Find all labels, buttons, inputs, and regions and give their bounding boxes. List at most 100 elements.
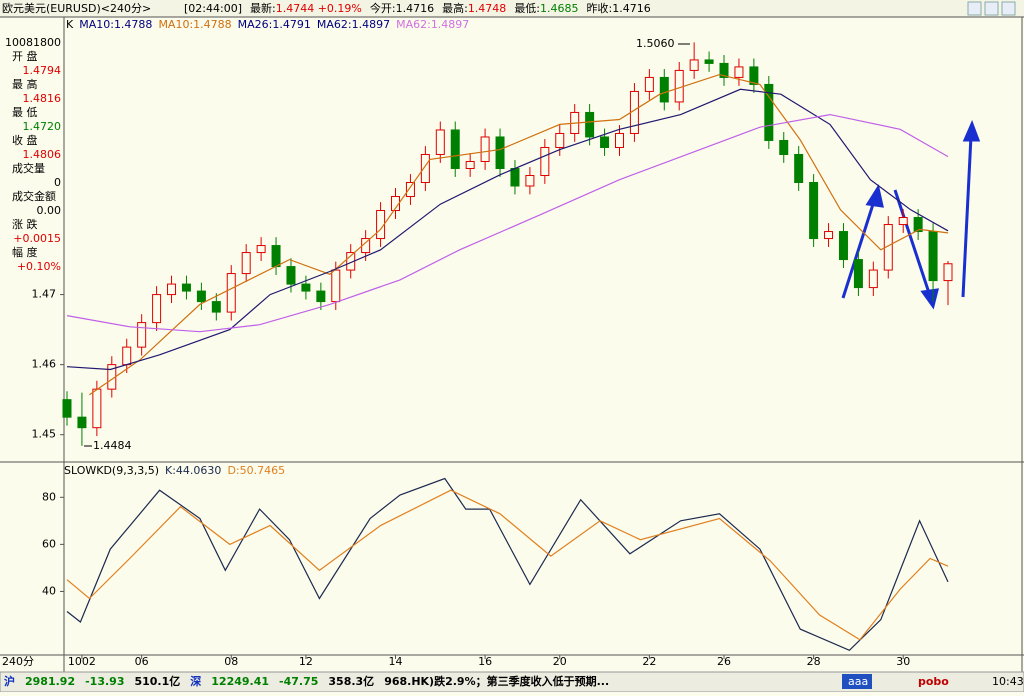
info-label: 幅 度 <box>12 245 38 259</box>
x-tick-label: 30 <box>896 655 910 668</box>
clock: 10:43 <box>992 675 1024 688</box>
x-tick-label: 1002 <box>68 655 96 668</box>
status-item: 968.HK)跌2.9%；第三季度收入低于预期... <box>384 674 609 688</box>
candle-body <box>898 217 908 226</box>
status-text: 沪 2981.92 -13.93 510.1亿深 12249.41 -47.75 358.3… <box>4 674 609 688</box>
candle-body <box>764 83 774 141</box>
candle-body <box>301 283 311 292</box>
tray-icon[interactable] <box>842 674 872 689</box>
field-value: 1.4744 +0.19% <box>276 2 362 15</box>
field-value: 1.4716 <box>612 2 651 15</box>
candle-body <box>824 231 834 240</box>
status-item: 12249.41 <box>211 675 269 688</box>
x-tick-label: 14 <box>389 655 403 668</box>
info-value: 1.4816 <box>23 92 62 105</box>
candle-body <box>405 182 415 198</box>
legend-entry: MA62:1.4897 <box>396 18 469 31</box>
candle-body <box>480 136 490 162</box>
info-label: 最 低 <box>12 106 38 119</box>
candle-body <box>92 388 102 429</box>
info-value: 1.4806 <box>23 148 62 161</box>
line <box>89 73 949 396</box>
arrow-head <box>865 184 884 208</box>
status-item: 沪 <box>4 674 15 688</box>
top-bar <box>0 0 1024 17</box>
y-tick-label: 60 <box>42 537 56 550</box>
x-tick-label: 22 <box>642 655 656 668</box>
candle-body <box>137 322 147 348</box>
info-label: 涨 跌 <box>12 217 38 231</box>
candle-body <box>614 132 624 148</box>
button[interactable] <box>984 1 999 16</box>
quote-line: [02:44:00] 最新:1.4744 +0.19% 今开:1.4716 最高:1.… <box>184 1 651 15</box>
info-label: 最 高 <box>12 77 38 91</box>
field-label: 最低: <box>514 2 540 15</box>
info-value: 1.4720 <box>23 120 62 133</box>
candle-body <box>316 290 326 303</box>
y-tick-label: 1.45 <box>32 428 57 441</box>
button[interactable] <box>1001 1 1016 16</box>
field-value: 1.4716 <box>396 2 435 15</box>
title: 欧元美元(EURUSD)<240分> <box>2 2 151 15</box>
arrow <box>893 189 932 297</box>
legend-entry: MA62:1.4897 <box>317 18 390 31</box>
x-tick-label: 20 <box>553 655 567 668</box>
field-value: 1.4685 <box>540 2 579 15</box>
y-tick-label: 40 <box>42 584 56 597</box>
legend-entry: MA10:1.4788 <box>158 18 231 31</box>
candle-body <box>525 174 535 187</box>
candle-body <box>794 153 804 184</box>
window-buttons <box>967 1 1016 16</box>
candle-body <box>689 59 699 71</box>
y-tick-label: 1.47 <box>32 288 57 301</box>
candle-body <box>585 111 595 138</box>
candle-body <box>495 136 505 169</box>
tray-text[interactable]: aaa <box>848 675 868 688</box>
annotation: 1.5060 <box>636 37 675 50</box>
kd-title: SLOWKD(9,3,3,5) <box>64 464 159 477</box>
status-item: 2981.92 <box>25 675 75 688</box>
legend-entry: K <box>66 18 74 31</box>
line <box>66 88 949 371</box>
candle-body <box>704 59 714 64</box>
candle-body <box>211 301 221 313</box>
candle-body <box>435 129 445 155</box>
field-value: 1.4748 <box>468 2 507 15</box>
candle-body <box>555 132 565 148</box>
x-tick-label: 06 <box>135 655 149 668</box>
field-label: 今开: <box>370 1 396 15</box>
x-tick-label: 12 <box>299 655 313 668</box>
candle-body <box>913 217 923 233</box>
candle-body <box>181 283 191 292</box>
candle-body <box>241 252 251 275</box>
ma-legend: K MA10:1.4788 MA10:1.4788 MA26:1.4791 MA62:1… <box>66 18 469 31</box>
candle-body <box>809 182 819 240</box>
candle-body <box>928 231 938 282</box>
button[interactable] <box>967 1 982 16</box>
arrow <box>841 197 877 299</box>
legend-entry: MA26:1.4791 <box>238 18 311 31</box>
candle-body <box>674 69 684 103</box>
arrow-head <box>962 120 981 142</box>
status-item: -13.93 <box>85 675 124 688</box>
candle-body <box>853 259 863 289</box>
field-label: 昨收: <box>587 1 613 15</box>
candle-body <box>286 266 296 285</box>
time: [02:44:00] <box>184 2 242 15</box>
candle-body <box>450 129 460 169</box>
tray-text[interactable]: pobo <box>918 675 949 688</box>
candle-body <box>420 153 430 184</box>
legend-entry: D:50.7465 <box>227 464 285 477</box>
candle-body <box>196 290 206 303</box>
candle-body <box>719 62 729 78</box>
candle-body <box>749 66 759 85</box>
info-value: 0.00 <box>37 204 62 217</box>
legend-entry: K:44.0630 <box>165 464 221 477</box>
line <box>66 477 949 652</box>
candle-body <box>167 283 177 296</box>
candle-body <box>77 416 87 429</box>
candle-body <box>271 245 281 268</box>
arrow <box>961 135 973 298</box>
